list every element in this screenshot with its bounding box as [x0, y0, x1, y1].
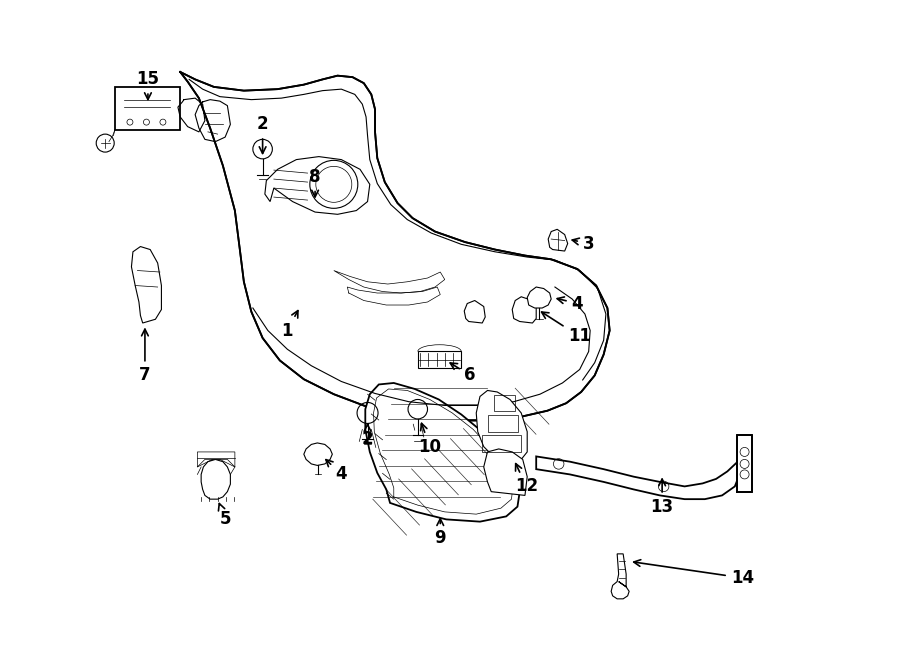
Text: 14: 14 [634, 560, 754, 587]
Text: 2: 2 [362, 424, 374, 448]
Polygon shape [737, 436, 752, 492]
Text: 1: 1 [282, 311, 298, 340]
Polygon shape [334, 270, 445, 293]
Text: 10: 10 [418, 423, 441, 455]
Text: 5: 5 [219, 504, 231, 528]
Polygon shape [464, 301, 485, 323]
Polygon shape [476, 391, 527, 459]
Polygon shape [180, 72, 609, 420]
Text: 7: 7 [140, 329, 150, 385]
Polygon shape [265, 157, 370, 214]
Text: 4: 4 [557, 295, 583, 313]
Polygon shape [512, 297, 536, 323]
Text: 11: 11 [542, 312, 591, 346]
Polygon shape [418, 352, 461, 368]
Text: 8: 8 [310, 168, 320, 197]
Text: 13: 13 [651, 479, 674, 516]
Text: 15: 15 [137, 71, 159, 100]
Polygon shape [365, 383, 519, 522]
Polygon shape [197, 452, 235, 467]
Text: 2: 2 [256, 116, 268, 153]
Text: 6: 6 [450, 363, 476, 385]
Polygon shape [548, 229, 568, 251]
Text: 3: 3 [572, 235, 595, 253]
Polygon shape [115, 87, 180, 130]
Polygon shape [611, 554, 629, 599]
Text: 12: 12 [515, 463, 538, 495]
Polygon shape [527, 287, 551, 308]
Polygon shape [483, 449, 527, 495]
Text: 9: 9 [435, 519, 446, 547]
Polygon shape [536, 457, 740, 499]
Polygon shape [304, 443, 332, 465]
Polygon shape [201, 459, 230, 499]
Text: 4: 4 [326, 459, 347, 483]
Polygon shape [131, 247, 161, 323]
